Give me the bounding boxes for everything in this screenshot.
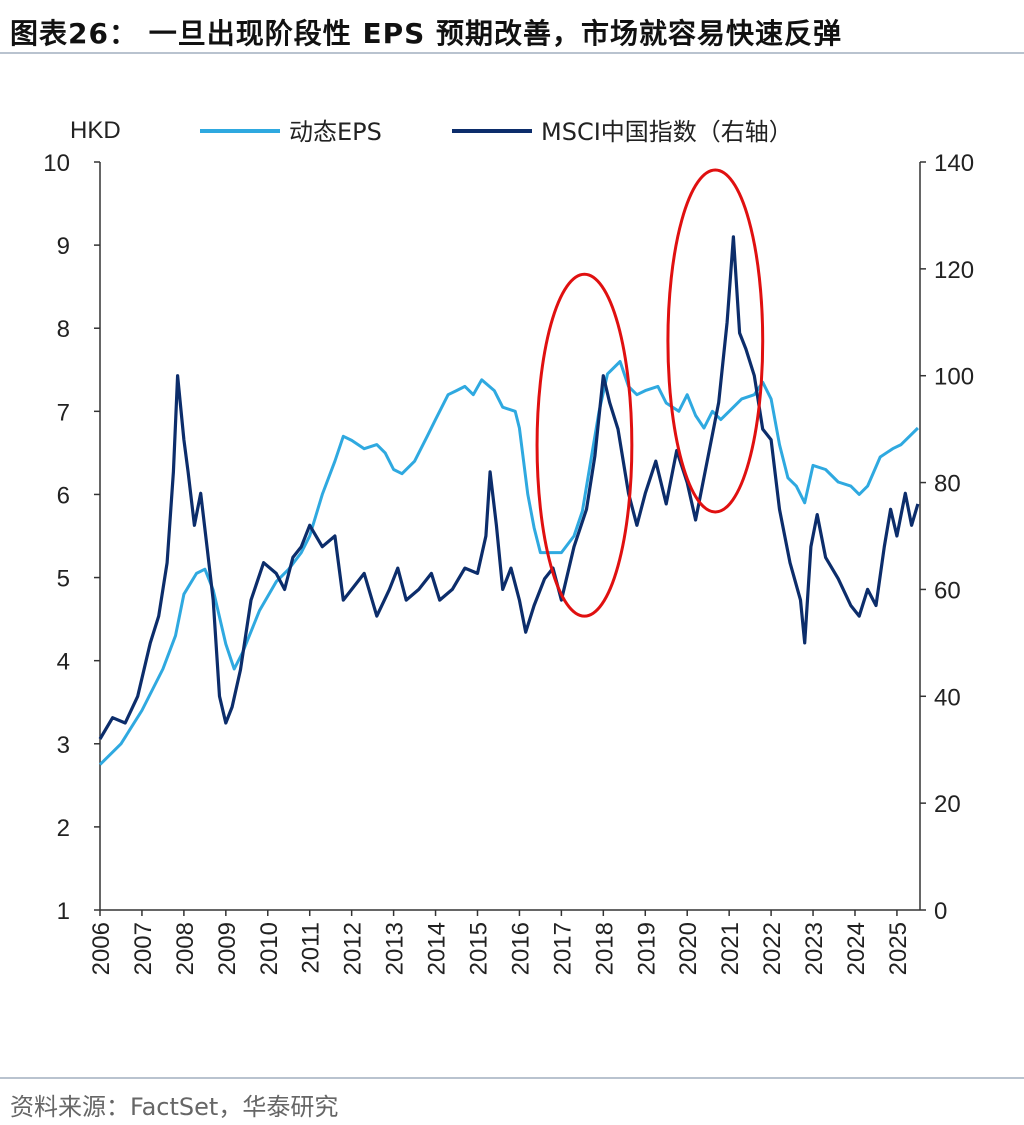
x-tick-label: 2010 [256, 922, 283, 975]
right-tick-label: 100 [934, 364, 974, 391]
x-tick-label: 2022 [759, 922, 786, 975]
left-tick-label: 7 [57, 399, 70, 426]
title-divider [0, 52, 1024, 54]
left-tick-label: 2 [57, 815, 70, 842]
x-tick-label: 2009 [214, 922, 241, 975]
x-tick-label: 2012 [340, 922, 367, 975]
x-tick-label: 2014 [424, 922, 451, 975]
highlight-ellipse-1 [535, 272, 634, 618]
left-tick-label: 10 [43, 150, 70, 177]
right-tick-label: 0 [934, 898, 947, 925]
legend-label-eps: 动态EPS [289, 118, 382, 146]
left-tick-label: 5 [57, 566, 70, 593]
right-tick-label: 20 [934, 791, 961, 818]
x-tick-label: 2016 [507, 922, 534, 975]
x-tick-label: 2011 [298, 922, 325, 974]
right-tick-label: 80 [934, 471, 961, 498]
x-tick-label: 2013 [382, 922, 409, 975]
left-tick-label: 1 [57, 898, 70, 925]
left-tick-label: 4 [57, 649, 70, 676]
figure-title: 图表26： 一旦出现阶段性 EPS 预期改善，市场就容易快速反弹 [10, 17, 843, 50]
x-tick-label: 2020 [675, 922, 702, 975]
x-tick-label: 2023 [801, 922, 828, 975]
x-tick-label: 2006 [88, 922, 115, 975]
left-tick-label: 3 [57, 732, 70, 759]
msci-line [98, 235, 920, 740]
source-divider [0, 1077, 1024, 1079]
x-tick-label: 2019 [633, 922, 660, 975]
right-tick-label: 40 [934, 684, 961, 711]
x-tick-label: 2024 [843, 922, 870, 975]
x-tick-label: 2007 [130, 922, 157, 975]
right-tick-label: 120 [934, 257, 974, 284]
right-tick-label: 60 [934, 577, 961, 604]
x-tick-label: 2015 [465, 922, 492, 975]
series-lines [98, 235, 920, 766]
x-tick-label: 2017 [549, 922, 576, 975]
legend-label-msci: MSCI中国指数（右轴） [541, 118, 793, 146]
highlight-ellipses [535, 168, 765, 618]
x-tick-label: 2025 [885, 922, 912, 975]
left-tick-label: 9 [57, 233, 70, 260]
left-tick-label: 8 [57, 316, 70, 343]
left-tick-label: 6 [57, 482, 70, 509]
source-note: 资料来源：FactSet，华泰研究 [10, 1093, 339, 1121]
left-axis-unit: HKD [70, 117, 121, 144]
x-tick-label: 2018 [591, 922, 618, 975]
highlight-ellipse-2 [666, 168, 765, 514]
x-tick-label: 2008 [172, 922, 199, 975]
right-tick-label: 140 [934, 150, 974, 177]
x-tick-label: 2021 [717, 922, 744, 975]
legend: 动态EPS MSCI中国指数（右轴） [200, 118, 793, 146]
